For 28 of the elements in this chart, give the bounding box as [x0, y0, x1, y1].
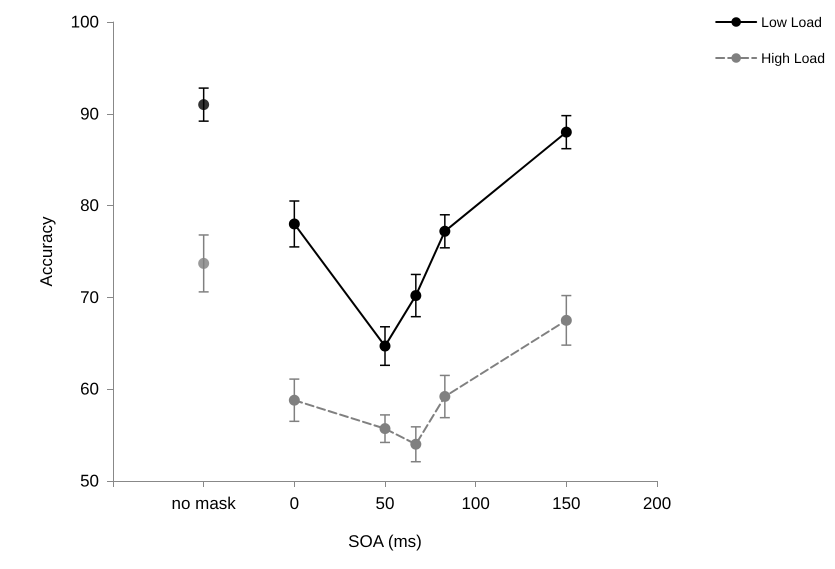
point [560, 126, 572, 138]
y-tick-label: 70 [80, 288, 99, 307]
point [560, 314, 572, 326]
x-tick-label: 100 [461, 494, 490, 513]
y-tick-label: 50 [80, 472, 99, 490]
point [439, 391, 450, 402]
x-tick-label: 200 [642, 494, 672, 513]
y-axis-title: Accuracy [37, 216, 56, 286]
point [439, 226, 450, 237]
y-tick-label: 60 [80, 380, 99, 399]
y-tick-label: 80 [80, 196, 99, 216]
legend-label: Low Load [761, 14, 822, 30]
point [410, 438, 422, 450]
y-tick-label: 90 [80, 104, 99, 124]
x-tick-label: 0 [290, 494, 300, 513]
point [410, 290, 422, 302]
point [380, 423, 390, 434]
y-tick-label: 100 [70, 12, 99, 32]
point [288, 394, 300, 406]
point [380, 340, 390, 352]
x-tick-label: 50 [376, 494, 394, 513]
x-tick-label: 150 [552, 494, 581, 513]
legend-label: High Load [761, 50, 825, 66]
point [198, 99, 210, 110]
x-axis-title: SOA (ms) [348, 532, 422, 551]
x-tick-label: no mask [172, 494, 236, 513]
point [198, 258, 210, 269]
point [288, 218, 300, 230]
